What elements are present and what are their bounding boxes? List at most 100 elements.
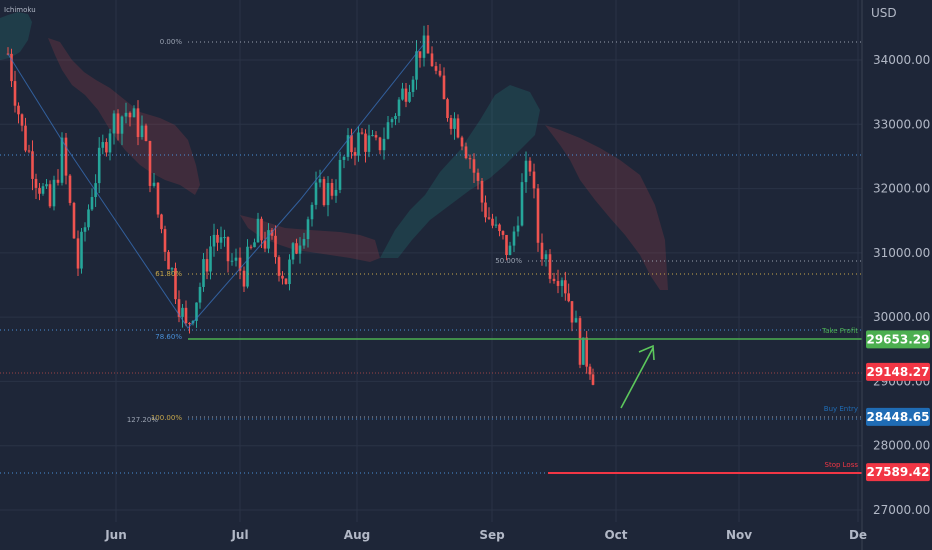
candle-body xyxy=(249,246,253,248)
currency-label: USD xyxy=(871,6,897,20)
candle-body xyxy=(76,238,80,269)
candle-body xyxy=(13,81,17,106)
candle-body xyxy=(346,135,350,157)
fib-50-label: 50.00% xyxy=(495,257,522,265)
candle-body xyxy=(181,307,184,317)
candle-body xyxy=(284,278,288,285)
candle-body xyxy=(209,246,212,272)
candle-body xyxy=(38,187,41,194)
candle-body xyxy=(438,70,442,76)
candle-body xyxy=(578,318,582,365)
candle-body xyxy=(226,237,230,262)
candle-body xyxy=(68,175,72,203)
candle-body xyxy=(202,259,205,287)
stop-loss-label: Stop Loss xyxy=(825,461,859,469)
candle-body xyxy=(219,237,223,243)
candle-body xyxy=(90,197,94,210)
candle-body xyxy=(552,278,556,282)
candle-body xyxy=(582,337,585,365)
price-levels: 0.00% 50.00% 61.80% 78.60% 100.00% 127.2… xyxy=(0,38,862,474)
candle-body xyxy=(560,280,564,286)
candle-body xyxy=(246,246,249,287)
candle-body xyxy=(132,108,136,118)
candle-body xyxy=(24,125,27,151)
candle-body xyxy=(45,184,48,187)
y-tick-label: 31000.00 xyxy=(873,246,930,260)
candle-body xyxy=(212,234,216,247)
candle-body xyxy=(408,92,411,102)
candle-body xyxy=(205,259,209,272)
candle-body xyxy=(476,172,480,181)
price-tag xyxy=(866,463,930,482)
candle-body xyxy=(390,119,394,123)
price-tag xyxy=(866,362,930,381)
candle-body xyxy=(253,242,256,248)
candle-body xyxy=(156,182,160,215)
candle-body xyxy=(544,254,548,260)
candle-body xyxy=(310,204,314,220)
fib-1272-label: 127.20% xyxy=(127,416,158,424)
candle-body xyxy=(367,135,371,152)
price-tag-label: 27589.42 xyxy=(866,465,929,479)
candle-body xyxy=(306,219,310,240)
candle-body xyxy=(318,179,322,183)
candle-body xyxy=(60,137,64,183)
price-tag-label: 29148.27 xyxy=(866,365,929,379)
candle-body xyxy=(170,268,174,270)
candle-body xyxy=(464,146,468,159)
y-tick-label: 33000.00 xyxy=(873,117,930,131)
candle-body xyxy=(394,115,397,120)
candle-body xyxy=(242,270,246,287)
candle-body xyxy=(494,224,498,226)
candle-body xyxy=(588,366,592,375)
candle-body xyxy=(120,116,124,134)
fib-618-label: 61.80% xyxy=(155,270,182,278)
candle-body xyxy=(426,35,430,54)
candle-body xyxy=(350,135,353,153)
fib-0-label: 0.00% xyxy=(160,38,183,46)
candle-body xyxy=(140,125,144,137)
up-arrow-icon xyxy=(620,344,655,409)
candle-body xyxy=(48,184,52,207)
price-tag-label: 29653.29 xyxy=(866,332,929,346)
candle-body xyxy=(195,302,198,321)
price-tags: 29653.29 29148.27 28448.65 27589.42 xyxy=(866,330,930,482)
candle-body xyxy=(116,113,120,134)
candle-body xyxy=(386,122,390,139)
candle-body xyxy=(144,125,148,141)
candle-body xyxy=(411,79,415,93)
candle-body xyxy=(234,257,238,261)
candle-body xyxy=(223,237,226,239)
candle-body xyxy=(97,147,101,184)
candle-body xyxy=(570,301,574,323)
candle-body xyxy=(263,240,267,249)
candle-body xyxy=(260,218,263,241)
candle-body xyxy=(163,229,167,252)
candle-body xyxy=(174,268,177,300)
candle-body xyxy=(524,160,528,183)
candle-body xyxy=(487,217,491,219)
candle-body xyxy=(520,182,524,226)
candle-body xyxy=(468,158,472,160)
candle-body xyxy=(288,259,291,285)
candle-body xyxy=(230,260,234,262)
candle-body xyxy=(397,99,401,116)
candle-body xyxy=(124,112,128,117)
candle-body xyxy=(136,108,140,137)
price-tag xyxy=(866,330,930,349)
candle-body xyxy=(574,318,578,323)
cloud-red-3 xyxy=(545,125,668,290)
y-tick-label: 28000.00 xyxy=(873,439,930,453)
candle-body xyxy=(404,88,408,102)
candle-body xyxy=(374,135,378,138)
x-tick-label: Sep xyxy=(479,528,505,542)
candle-body xyxy=(501,231,505,235)
candle-body xyxy=(72,202,76,239)
candle-body xyxy=(295,243,298,254)
candle-body xyxy=(281,275,284,279)
candle-body xyxy=(322,179,326,206)
candle-body xyxy=(382,138,386,151)
candle-body xyxy=(401,88,404,100)
y-tick-label: 32000.00 xyxy=(873,182,930,196)
